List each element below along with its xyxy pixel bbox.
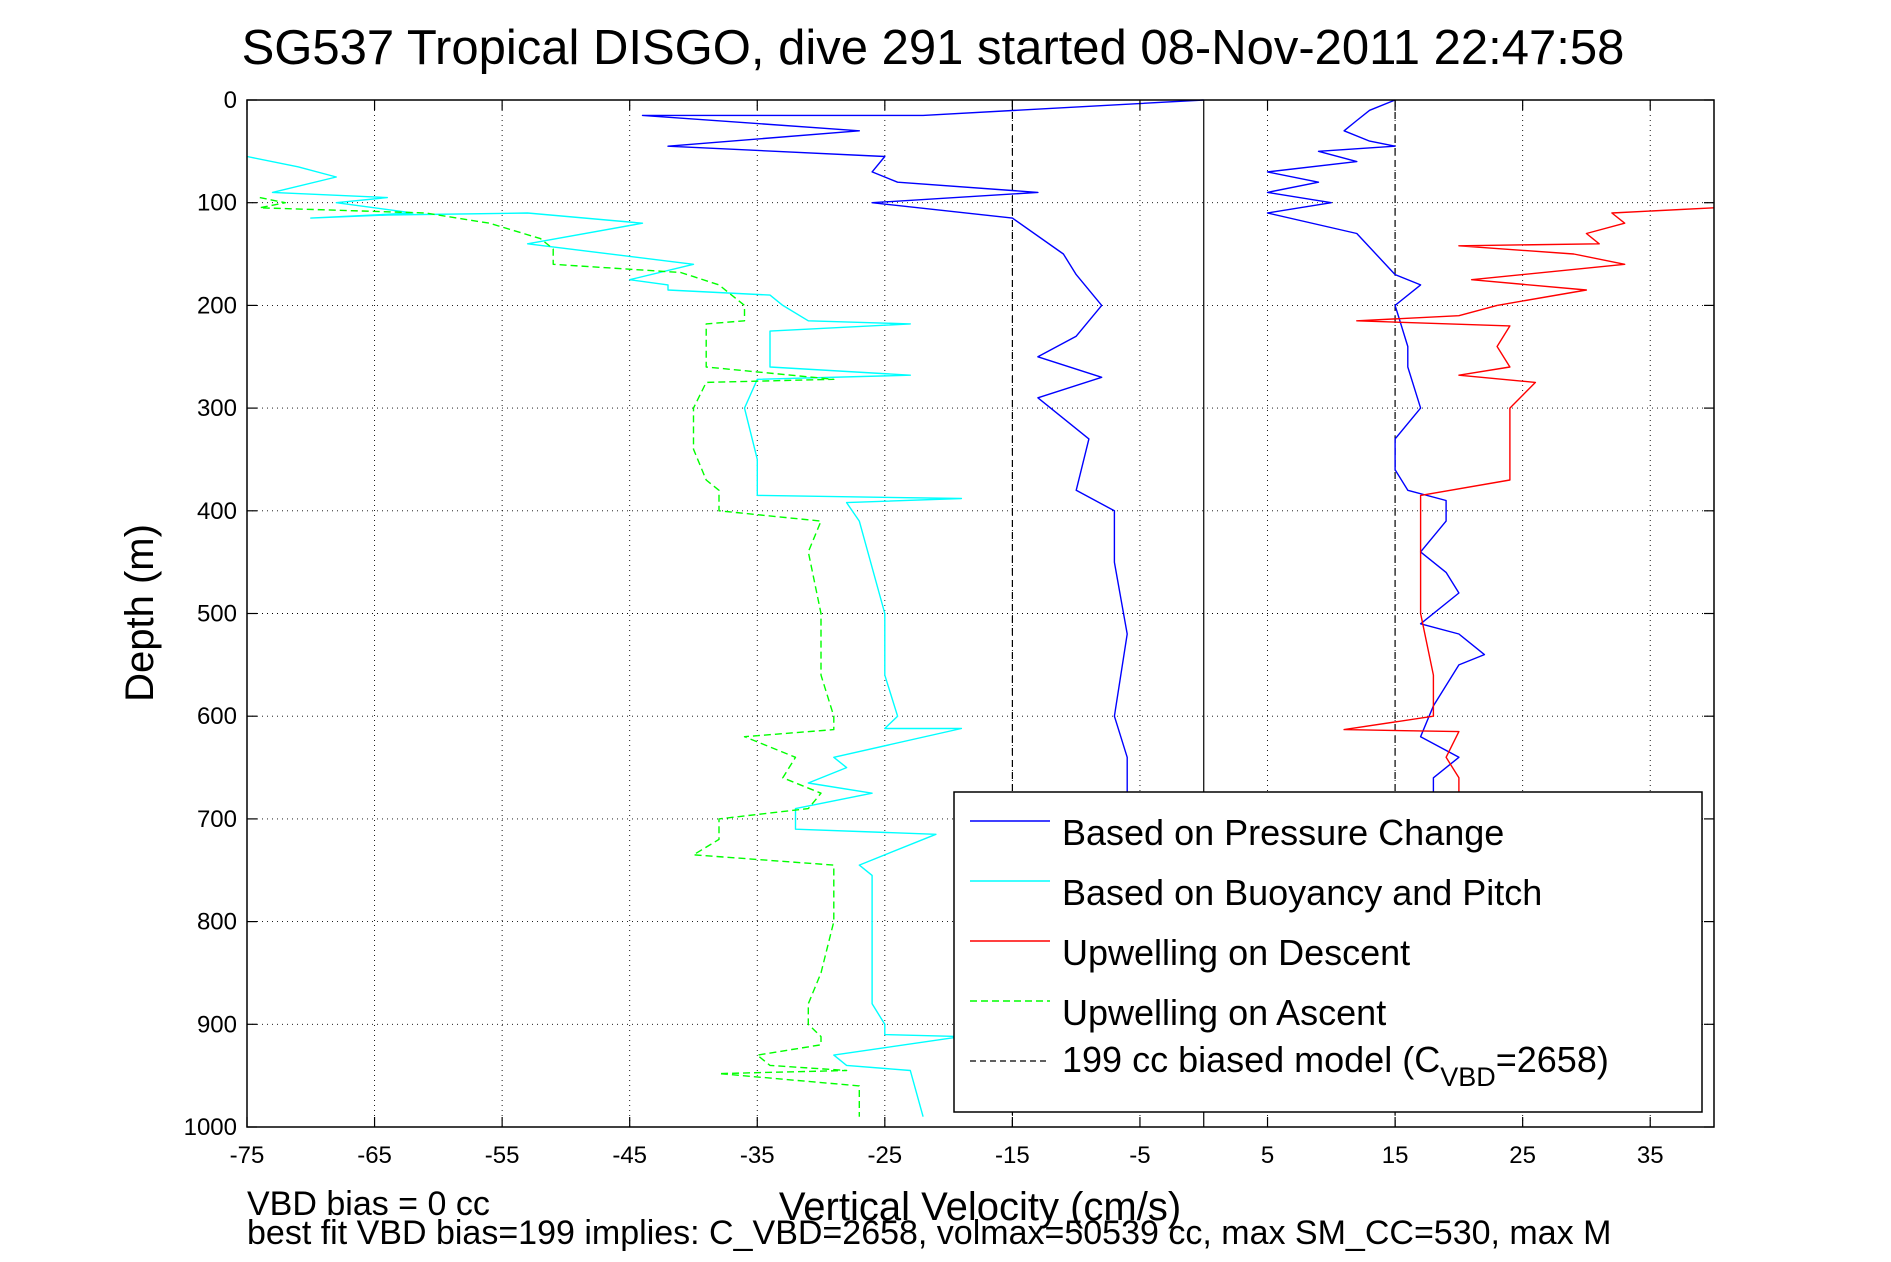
x-axis-label: Vertical Velocity (cm/s)	[779, 1185, 1181, 1229]
legend-label-model: 199 cc biased model (CVBD=2658)	[1062, 1039, 1609, 1092]
footer-line-2: best fit VBD bias=199 implies: C_VBD=265…	[247, 1214, 1611, 1252]
y-tick-label: 0	[224, 87, 237, 114]
data-series	[246, 99, 1715, 1117]
y-tick-label: 500	[197, 601, 237, 628]
x-tick-label: -55	[485, 1142, 520, 1169]
y-tick-label: 800	[197, 909, 237, 936]
legend-label-descent: Upwelling on Descent	[1062, 932, 1410, 973]
x-tick-label: 5	[1261, 1142, 1274, 1169]
x-tick-label: 35	[1637, 1142, 1664, 1169]
x-tick-label: -25	[867, 1142, 902, 1169]
x-tick-label: -45	[612, 1142, 647, 1169]
x-tick-label: -75	[230, 1142, 265, 1169]
x-tick-label: -15	[995, 1142, 1030, 1169]
y-tick-label: 700	[197, 806, 237, 833]
legend: Based on Pressure Change Based on Buoyan…	[953, 791, 1703, 1113]
y-tick-label: 900	[197, 1011, 237, 1038]
y-axis-label: Depth (m)	[118, 524, 162, 702]
y-tick-label: 400	[197, 498, 237, 525]
series-line-4	[259, 196, 860, 1117]
x-tick-label: 15	[1382, 1142, 1409, 1169]
legend-label-pressure: Based on Pressure Change	[1062, 812, 1504, 853]
x-tick-label: -5	[1129, 1142, 1150, 1169]
series-line-3	[1343, 207, 1715, 799]
y-tick-label: 600	[197, 703, 237, 730]
legend-box	[953, 791, 1703, 1113]
x-tick-label: -35	[740, 1142, 775, 1169]
x-tick-label: -65	[357, 1142, 392, 1169]
series-line-2	[246, 155, 963, 1117]
footer-line-1: VBD bias = 0 cc	[247, 1185, 490, 1223]
x-tick-label: 25	[1509, 1142, 1536, 1169]
y-tick-label: 100	[197, 190, 237, 217]
y-tick-label: 1000	[184, 1114, 237, 1141]
series-line-1	[1266, 99, 1486, 799]
chart-title: SG537 Tropical DISGO, dive 291 started 0…	[242, 21, 1625, 75]
y-axis-ticks: 0 100 200 300 400 500 600 700 800 900 1000	[184, 87, 1714, 1141]
y-tick-label: 200	[197, 292, 237, 319]
series-line-0	[641, 99, 1204, 799]
x-axis-ticks: -75 -65 -55 -45 -35 -25 -15 -5 5 15 25 35	[230, 100, 1664, 1169]
legend-label-ascent: Upwelling on Ascent	[1062, 992, 1386, 1033]
y-tick-label: 300	[197, 395, 237, 422]
legend-label-buoyancy: Based on Buoyancy and Pitch	[1062, 872, 1542, 913]
